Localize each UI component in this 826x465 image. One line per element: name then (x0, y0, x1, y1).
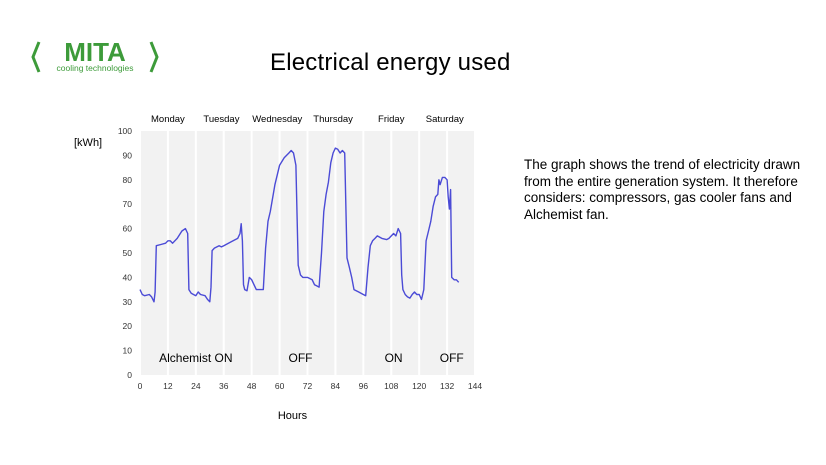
y-tick-label: 0 (127, 370, 132, 380)
day-label: Wednesday (252, 114, 302, 125)
x-tick-label: 72 (303, 381, 313, 391)
y-tick-label: 20 (123, 321, 133, 331)
x-tick-label: 132 (440, 381, 454, 391)
status-annotation: ON (385, 351, 403, 365)
y-tick-label: 80 (123, 175, 133, 185)
x-tick-label: 120 (412, 381, 426, 391)
y-tick-label: 50 (123, 248, 133, 258)
status-annotation: Alchemist ON (159, 351, 232, 365)
y-tick-label: 40 (123, 272, 133, 282)
x-tick-label: 24 (191, 381, 201, 391)
logo-brand: MITA (64, 38, 126, 67)
x-tick-label: 0 (138, 381, 143, 391)
day-label: Thursday (313, 114, 353, 125)
x-tick-label: 36 (219, 381, 229, 391)
day-label: Saturday (426, 114, 464, 125)
x-tick-label: 84 (331, 381, 341, 391)
x-tick-label: 144 (468, 381, 482, 391)
y-axis-label: [kWh] (74, 137, 102, 149)
energy-series-line (139, 147, 460, 303)
slide-description: The graph shows the trend of electricity… (524, 157, 801, 222)
y-tick-label: 60 (123, 224, 133, 234)
logo-tagline: cooling technologies (56, 63, 133, 73)
day-label: Tuesday (203, 114, 239, 125)
day-label: Friday (378, 114, 405, 125)
y-tick-label: 70 (123, 199, 133, 209)
day-label: Monday (151, 114, 185, 125)
x-tick-label: 48 (247, 381, 257, 391)
x-tick-label: 60 (275, 381, 285, 391)
slide-title: Electrical energy used (270, 49, 511, 76)
y-tick-label: 90 (123, 150, 133, 160)
status-annotation: OFF (289, 351, 313, 365)
x-tick-label: 108 (384, 381, 398, 391)
mita-logo-graphic: MITA cooling technologies (31, 38, 159, 73)
energy-chart-svg: 0 10 20 30 40 50 60 70 80 90 100 0 12 24 36 48 60 72 84 96 1… (74, 114, 482, 422)
x-tick-label: 12 (163, 381, 173, 391)
status-annotation: OFF (440, 351, 464, 365)
y-tick-label: 30 (123, 297, 133, 307)
mita-logo: MITA cooling technologies (30, 38, 160, 78)
y-tick-label: 10 (123, 346, 133, 356)
y-tick-label: 100 (118, 126, 132, 136)
energy-chart: 0 10 20 30 40 50 60 70 80 90 100 0 12 24 36 48 60 72 84 96 1… (70, 105, 490, 435)
x-tick-label: 96 (359, 381, 369, 391)
x-axis-label: Hours (278, 410, 308, 422)
